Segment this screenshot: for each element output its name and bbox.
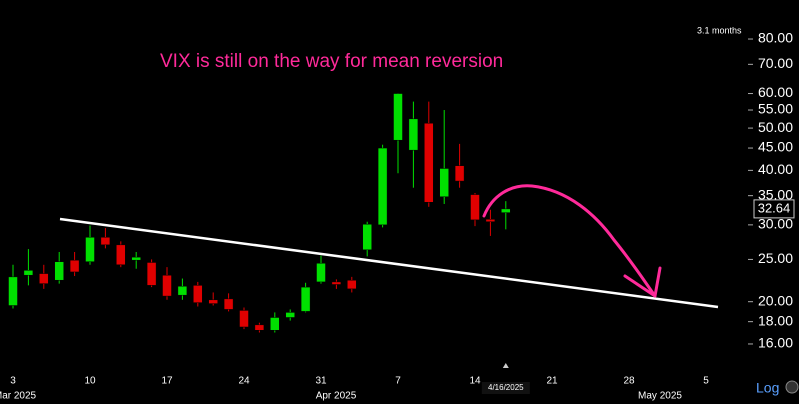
candle-body [23,270,34,276]
candle-body [331,281,342,285]
arrow-head [623,266,662,298]
candle-body [69,259,80,273]
candle-body [193,285,203,303]
crosshair-marker [502,363,509,368]
candle-body [254,324,265,331]
crosshair-box [481,382,530,394]
crosshair-date: 4/16/2025 [488,383,524,392]
trend-line [59,217,719,309]
candle-body [8,276,18,306]
x-tick-label: 28 [623,376,635,387]
y-tick-label: 40.00 [758,161,793,177]
candle-body [362,223,372,251]
candle-body [347,279,357,290]
y-tick-label: 18.00 [758,312,793,328]
candle-body [177,285,188,296]
candle-body [454,165,465,182]
candle-body [285,312,295,318]
x-tick-label: 3 [10,376,16,387]
y-tick-label: 50.00 [758,119,793,135]
forecast-arrow [482,184,657,298]
candle-body [485,219,496,222]
candle-body [424,122,434,203]
candle-body [501,208,511,213]
candle-body [39,273,49,284]
month-label: May 2025 [638,391,682,402]
candles [8,93,511,333]
x-tick-label: 5 [703,376,709,387]
candle-body [377,147,388,226]
y-tick-label: 16.00 [758,335,793,351]
annotation-title: VIX is still on the way for mean reversi… [160,51,503,72]
candle-body [223,298,234,310]
y-tick-label: 35.00 [758,186,793,202]
candle-body [54,261,64,281]
x-tick-label: 10 [84,376,96,387]
x-tick-label: 7 [395,376,401,387]
x-tick-label: 24 [238,376,250,387]
x-tick-label: 14 [469,376,481,387]
x-tick-label: 17 [161,376,173,387]
period-label: 3.1 months [697,25,742,35]
candle-body [131,256,141,261]
candle-body [85,237,95,262]
candle-body [239,310,249,328]
candle-body [316,262,326,283]
candle-body [208,299,218,304]
month-label: Mar 2025 [0,391,37,402]
y-tick-label: 20.00 [758,292,793,308]
candle-body [100,237,111,246]
y-tick-label: 60.00 [758,84,793,100]
candle-body [393,93,403,141]
y-tick-label: 70.00 [758,55,793,71]
candle-body [162,274,172,297]
y-tick-label: 55.00 [758,101,793,117]
x-tick-label: 21 [546,376,558,387]
candle-body [270,317,280,331]
candle-body [116,244,126,266]
price-label: 32.64 [758,200,791,215]
candle-body [439,168,449,197]
candle-body [408,118,419,151]
y-tick-label: 25.00 [758,250,793,266]
y-tick-label: 30.00 [758,216,793,232]
price-box [753,199,795,219]
candle-body [300,286,311,312]
x-tick-label: 31 [315,376,327,387]
y-tick-label: 45.00 [758,139,793,155]
y-tick-label: 80.00 [758,30,793,46]
settings-icon[interactable] [785,380,799,394]
candle-body [470,194,480,221]
scale-toggle[interactable]: Log [756,380,779,396]
month-label: Apr 2025 [316,391,357,402]
candle-body [146,262,157,286]
